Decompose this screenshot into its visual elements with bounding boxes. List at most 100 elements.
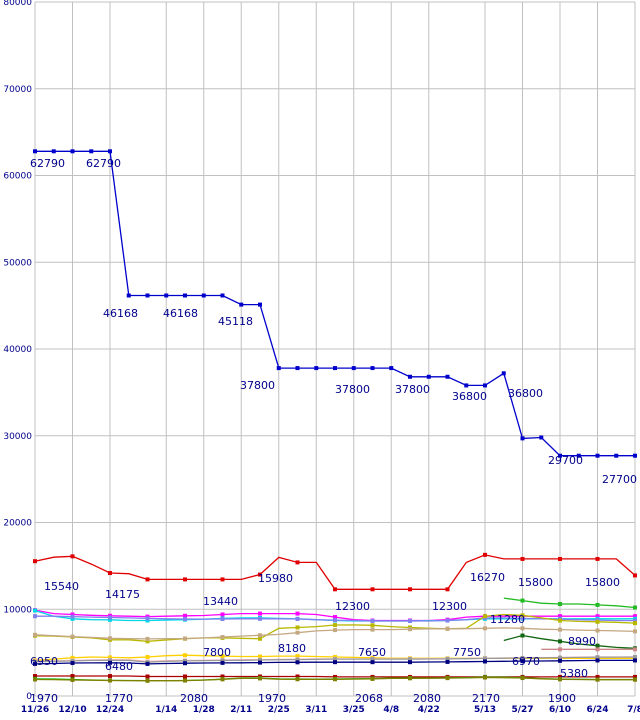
series-marker [595, 619, 600, 624]
series-marker [220, 658, 225, 663]
series-marker [333, 628, 337, 633]
series-marker [220, 293, 225, 298]
series-marker [520, 676, 525, 681]
label-red-13440: 13440 [203, 595, 238, 608]
series-marker [51, 149, 56, 154]
series-marker [333, 677, 337, 682]
series-marker [126, 293, 131, 298]
series-marker [258, 654, 262, 659]
series-marker [295, 560, 300, 565]
series-marker [258, 572, 262, 577]
series-marker [295, 366, 300, 371]
series-marker [633, 605, 637, 610]
x-tick-label: 5/13 [474, 705, 496, 715]
label-g-2068: 2068 [355, 692, 383, 705]
label-red-15800: 15800 [518, 576, 553, 589]
series-marker [558, 614, 562, 619]
series-marker [539, 435, 544, 440]
series-red [33, 552, 637, 592]
series-marker [595, 655, 600, 660]
series-marker [633, 655, 637, 660]
label-g-1970: 1970 [30, 692, 58, 705]
series-marker [164, 293, 169, 298]
series-marker [351, 366, 356, 371]
series-marker [258, 616, 262, 621]
series-marker [108, 149, 112, 154]
y-tick-label: 50000 [3, 258, 32, 268]
series-marker [108, 674, 112, 679]
series-marker [333, 623, 337, 628]
series-marker [408, 627, 412, 632]
series-marker [183, 661, 187, 666]
series-marker [558, 627, 562, 632]
label-red-15980: 15980 [258, 572, 293, 585]
series-marker [70, 674, 75, 679]
series-marker [220, 660, 225, 665]
series-marker [520, 626, 525, 631]
series-marker [89, 149, 94, 154]
series-marker [633, 614, 637, 619]
series-marker [483, 626, 487, 631]
series-marker [258, 636, 262, 641]
series-marker [145, 661, 150, 666]
y-tick-label: 60000 [3, 172, 32, 182]
series-marker [520, 613, 525, 618]
series-marker [445, 618, 450, 623]
label-g-2080-b: 2080 [413, 692, 441, 705]
series-marker [258, 676, 262, 681]
series-marker [70, 655, 75, 660]
series-marker [633, 621, 637, 626]
x-tick-label: 4/8 [383, 705, 399, 715]
series-marker [595, 643, 600, 648]
series-marker [595, 614, 600, 619]
series-marker [483, 383, 487, 388]
series-bright-green [503, 597, 637, 610]
series-marker [408, 587, 412, 592]
series-marker [295, 677, 300, 682]
label-g-1900: 1900 [548, 692, 576, 705]
series-marker [314, 366, 319, 371]
series-path [35, 150, 635, 457]
series-marker [520, 659, 525, 664]
series-marker [220, 674, 225, 679]
series-marker [633, 677, 637, 682]
series-marker [108, 571, 112, 576]
label-blue-37800: 37800 [240, 379, 275, 392]
series-navy [33, 658, 637, 666]
series-marker [258, 633, 262, 638]
series-marker [239, 302, 244, 307]
x-tick-label: 12/10 [58, 705, 86, 715]
label-blue-45118: 45118 [218, 315, 253, 328]
series-marker [295, 616, 300, 621]
series-marker [220, 616, 225, 621]
series-marker [70, 658, 75, 663]
series-marker [633, 658, 637, 663]
x-tick-label: 3/25 [343, 705, 365, 715]
series-marker [483, 675, 487, 680]
label-blue-36800: 36800 [452, 390, 487, 403]
series-marker [145, 293, 150, 298]
series-olive [33, 675, 637, 683]
series-marker [145, 616, 150, 621]
series-marker [408, 676, 412, 681]
series-marker [183, 577, 187, 582]
x-tick-label: 1/14 [155, 705, 177, 715]
series-marker [108, 617, 112, 622]
x-tick-label: 6/24 [586, 705, 608, 715]
label-red-15540: 15540 [44, 580, 79, 593]
series-marker [258, 611, 262, 616]
series-marker [145, 577, 150, 582]
series-marker [183, 293, 187, 298]
label-red-15800-b: 15800 [585, 576, 620, 589]
series-marker [295, 630, 300, 635]
series-marker [558, 677, 562, 682]
y-tick-label: 0 [26, 692, 32, 702]
series-marker [333, 366, 337, 371]
label-red-14175: 14175 [105, 588, 140, 601]
label-blue-27700: 27700 [602, 473, 637, 486]
series-marker [220, 577, 225, 582]
series-marker [370, 366, 375, 371]
series-marker [408, 618, 412, 623]
series-marker [33, 677, 37, 682]
